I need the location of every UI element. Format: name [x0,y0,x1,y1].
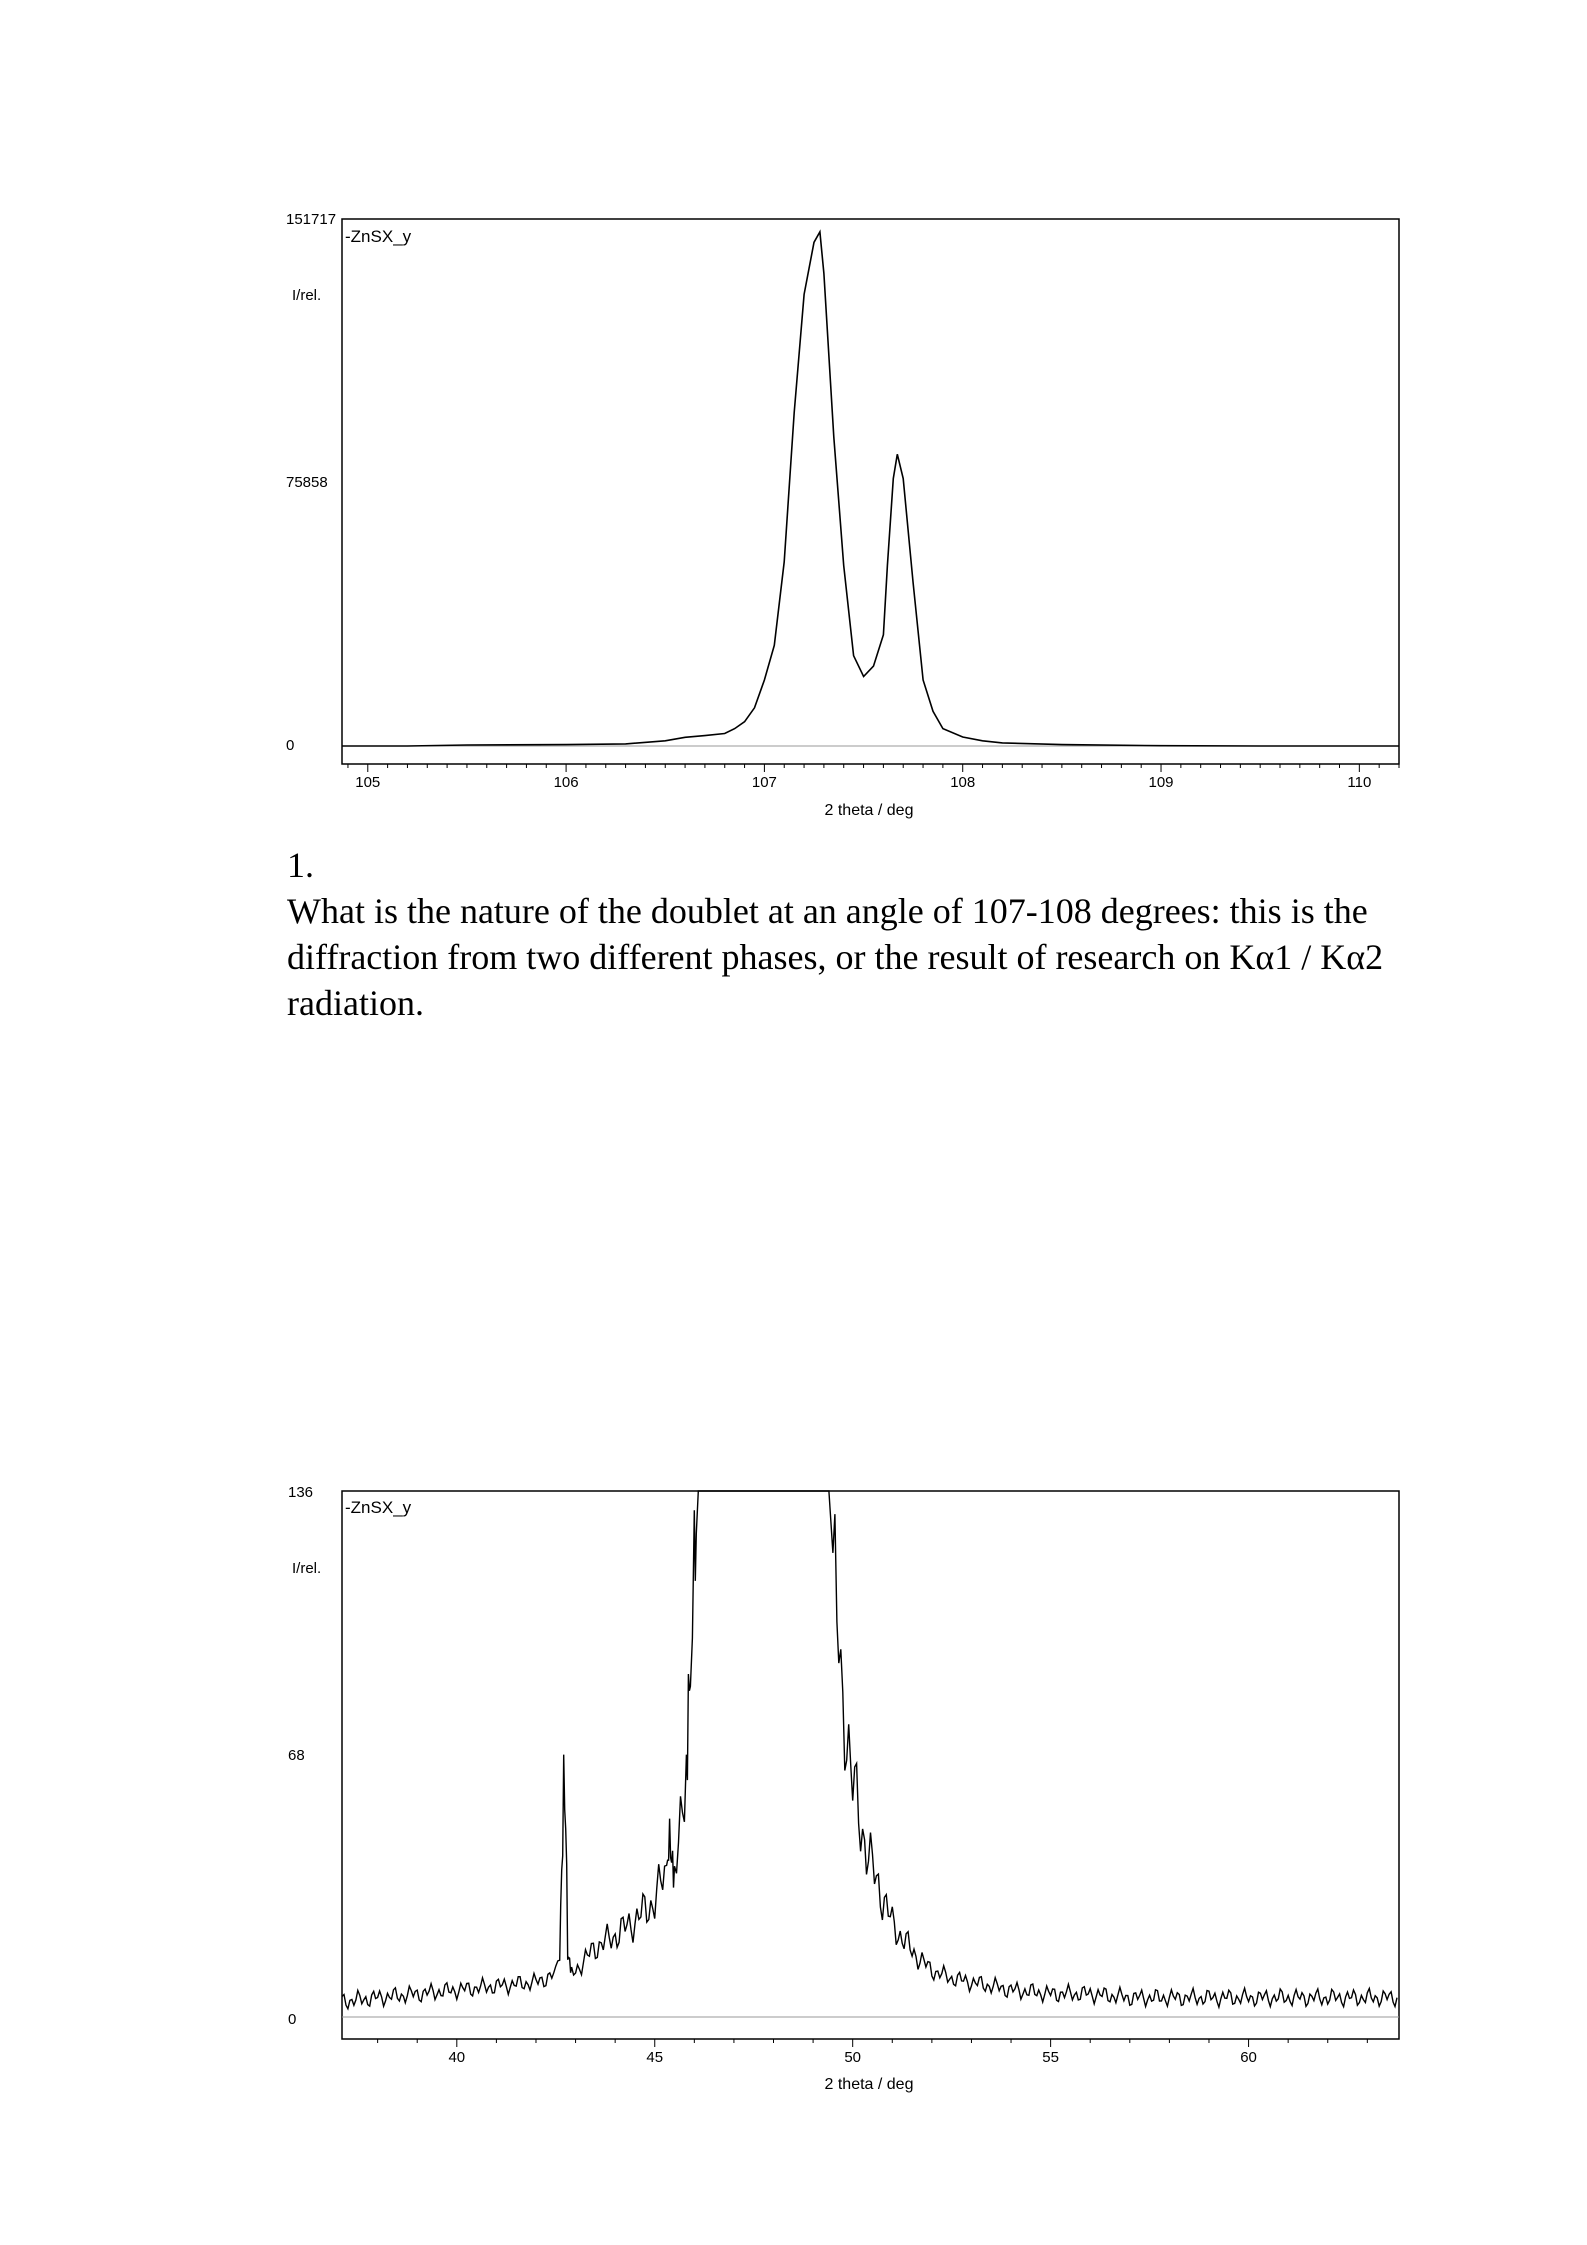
x-tick-label: 109 [1149,774,1174,791]
y-axis-label: I/rel. [292,1560,321,1577]
x-tick-label: 50 [844,2049,861,2066]
x-axis-label: 2 theta / deg [825,2076,914,2093]
plot-frame [341,1490,1400,2040]
x-tick-label: 45 [646,2049,663,2066]
x-tick-label: 105 [355,774,380,791]
y-axis-label: I/rel. [292,287,321,304]
legend-entry: -ZnSX_y [345,1498,412,1517]
y-tick-label: 0 [288,2011,296,2028]
y-tick-label: 151717 [286,211,336,228]
x-tick-label: 55 [1042,2049,1059,2066]
chart-doublet-107-108: -ZnSX_y I/rel. 151717 75858 0 2 theta / … [286,211,1400,819]
x-tick-label: 110 [1347,774,1371,791]
question-number: 1. [287,845,314,885]
question-text: What is the nature of the doublet at an … [287,891,1384,1023]
x-tick-label: 60 [1240,2049,1257,2066]
x-tick-label: 107 [752,774,777,791]
x-tick-label: 40 [448,2049,465,2066]
legend-entry: -ZnSX_y [345,227,412,246]
series-line [342,229,1399,747]
y-tick-label: 75858 [286,474,328,491]
x-tick-label: 106 [554,774,579,791]
y-tick-label: 68 [288,1747,305,1764]
x-axis-label: 2 theta / deg [825,802,914,819]
series-line [341,1490,1398,2011]
y-tick-label: 0 [286,737,294,754]
chart-range-37-64: -ZnSX_y I/rel. 136 68 0 2 theta / deg 40… [288,1484,1400,2093]
plot-frame [341,218,1400,765]
question-block: 1. What is the nature of the doublet at … [287,842,1457,1026]
x-tick-label: 108 [950,774,975,791]
y-tick-label: 136 [288,1484,313,1501]
